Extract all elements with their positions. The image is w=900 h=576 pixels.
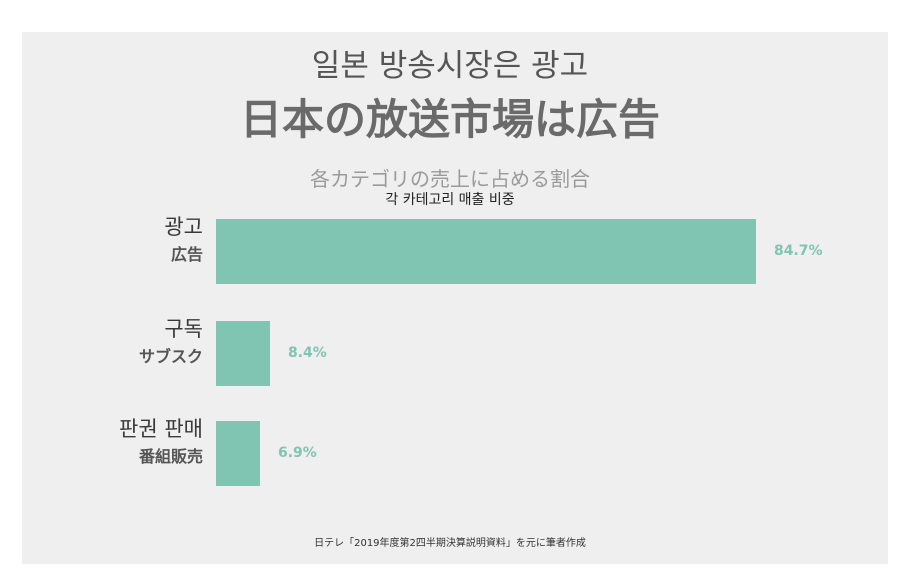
chart-subtitle: 각 카테고리 매출 비중 [385,192,515,208]
category-label-japanese-1: サブスク [138,347,203,366]
category-label-korean-2: 판권 판매 [119,417,203,441]
chart-panel [22,32,888,564]
title-japanese: 日本の放送市場は広告 [239,95,660,144]
category-label-korean-0: 광고 [164,215,203,239]
category-label-korean-1: 구독 [164,317,203,341]
bar-value-label-0: 84.7% [774,243,823,259]
category-label-japanese-0: 広告 [170,245,203,264]
bar-value-label-1: 8.4% [288,345,327,361]
bar-2 [216,421,260,486]
category-label-japanese-2: 番組販売 [138,447,203,466]
bar-value-label-2: 6.9% [278,445,317,461]
title-korean: 일본 방송시장은 광고 [311,48,589,84]
bar-1 [216,321,270,386]
source-note: 日テレ「2019年度第2四半期決算説明資料」を元に筆者作成 [314,538,586,549]
chart-title: 各カテゴリの売上に占める割合 [310,167,590,191]
bar-0 [216,219,756,284]
